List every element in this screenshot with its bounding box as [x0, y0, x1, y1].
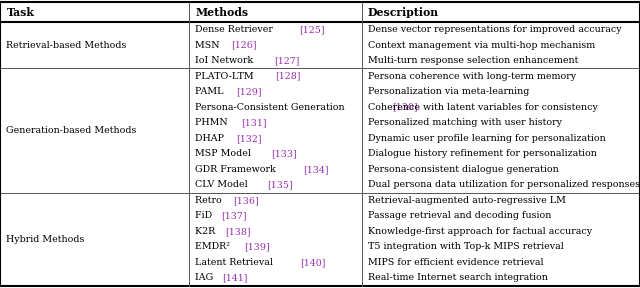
Text: [131]: [131]	[241, 118, 267, 127]
Text: IAG: IAG	[195, 273, 216, 283]
Text: [128]: [128]	[275, 72, 300, 81]
Text: Dense vector representations for improved accuracy: Dense vector representations for improve…	[368, 25, 621, 34]
Text: Real-time Internet search integration: Real-time Internet search integration	[368, 273, 548, 283]
Text: PLATO-LTM: PLATO-LTM	[195, 72, 257, 81]
Text: Dialogue history refinement for personalization: Dialogue history refinement for personal…	[368, 149, 597, 158]
Text: Retrieval-augmented auto-regressive LM: Retrieval-augmented auto-regressive LM	[368, 196, 566, 205]
Text: DHAP: DHAP	[195, 134, 227, 143]
Text: K2R: K2R	[195, 227, 218, 236]
Text: IoI Network: IoI Network	[195, 56, 257, 65]
Text: [132]: [132]	[237, 134, 262, 143]
Text: GDR Framework: GDR Framework	[195, 165, 279, 174]
Text: Latent Retrieval: Latent Retrieval	[195, 258, 276, 267]
Text: Dynamic user profile learning for personalization: Dynamic user profile learning for person…	[368, 134, 605, 143]
Text: [139]: [139]	[244, 242, 270, 251]
Text: [136]: [136]	[234, 196, 259, 205]
Text: T5 integration with Top-k MIPS retrieval: T5 integration with Top-k MIPS retrieval	[368, 242, 564, 251]
Text: [133]: [133]	[271, 149, 297, 158]
Text: Methods: Methods	[195, 7, 248, 18]
Text: Coherence with latent variables for consistency: Coherence with latent variables for cons…	[368, 103, 598, 112]
Text: Description: Description	[368, 7, 439, 18]
Text: Multi-turn response selection enhancement: Multi-turn response selection enhancemen…	[368, 56, 579, 65]
Text: EMDR²: EMDR²	[195, 242, 233, 251]
Text: [130]: [130]	[392, 103, 418, 112]
Text: [135]: [135]	[267, 180, 293, 189]
Text: Persona-consistent dialogue generation: Persona-consistent dialogue generation	[368, 165, 559, 174]
Text: [140]: [140]	[300, 258, 325, 267]
Text: Passage retrieval and decoding fusion: Passage retrieval and decoding fusion	[368, 211, 552, 220]
Text: Task: Task	[6, 7, 35, 18]
Text: MSP Model: MSP Model	[195, 149, 254, 158]
Text: MSN: MSN	[195, 41, 223, 50]
Text: Persona-Consistent Generation: Persona-Consistent Generation	[195, 103, 348, 112]
Text: PHMN: PHMN	[195, 118, 231, 127]
Text: Knowledge-first approach for factual accuracy: Knowledge-first approach for factual acc…	[368, 227, 592, 236]
Text: CLV Model: CLV Model	[195, 180, 251, 189]
Text: PAML: PAML	[195, 87, 227, 96]
Text: [125]: [125]	[300, 25, 325, 34]
Text: Dual persona data utilization for personalized responses: Dual persona data utilization for person…	[368, 180, 640, 189]
Text: [137]: [137]	[221, 211, 247, 220]
Text: [129]: [129]	[236, 87, 262, 96]
Text: Generation-based Methods: Generation-based Methods	[6, 126, 137, 135]
Text: MIPS for efficient evidence retrieval: MIPS for efficient evidence retrieval	[368, 258, 543, 267]
Text: Hybrid Methods: Hybrid Methods	[6, 235, 84, 244]
Text: FiD: FiD	[195, 211, 215, 220]
Text: Retrieval-based Methods: Retrieval-based Methods	[6, 41, 127, 50]
Text: [126]: [126]	[231, 41, 257, 50]
Text: Dense Retriever: Dense Retriever	[195, 25, 276, 34]
Text: [127]: [127]	[274, 56, 300, 65]
Text: [141]: [141]	[223, 273, 248, 283]
Text: [138]: [138]	[225, 227, 251, 236]
Text: [134]: [134]	[303, 165, 329, 174]
Text: Personalized matching with user history: Personalized matching with user history	[368, 118, 562, 127]
Text: Persona coherence with long-term memory: Persona coherence with long-term memory	[368, 72, 576, 81]
Text: Retro: Retro	[195, 196, 225, 205]
Text: Context management via multi-hop mechanism: Context management via multi-hop mechani…	[368, 41, 595, 50]
Text: Personalization via meta-learning: Personalization via meta-learning	[368, 87, 529, 96]
